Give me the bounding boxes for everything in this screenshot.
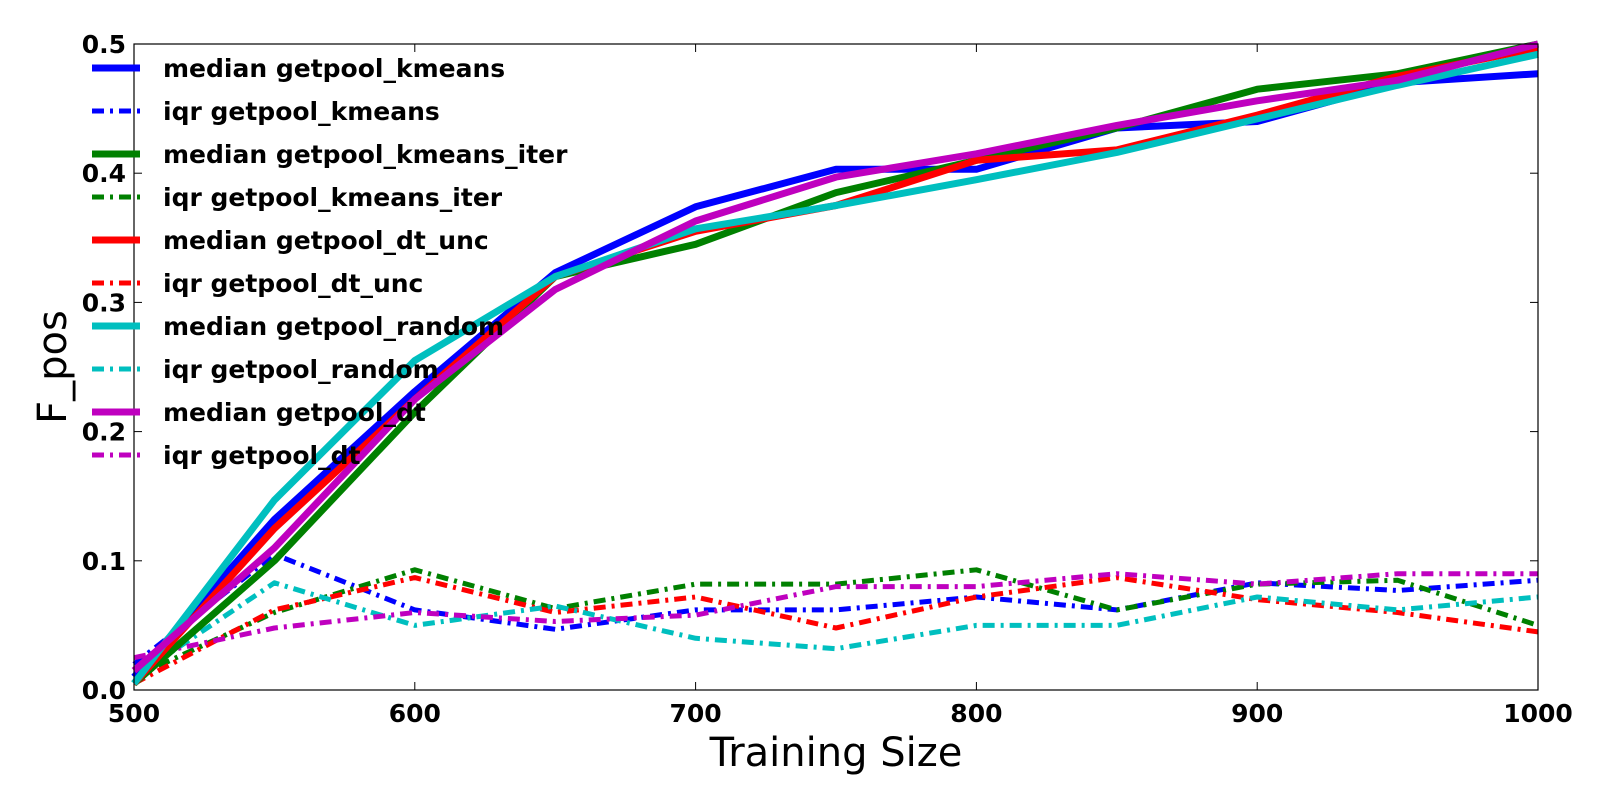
legend-label-4: iqr getpool_kmeans_iter: [163, 183, 503, 212]
x-axis-label: Training Size: [709, 730, 963, 776]
legend-label-6: iqr getpool_dt_unc: [163, 269, 423, 298]
series-line-7: [131, 50, 1539, 686]
x-tick-label: 800: [950, 699, 1002, 728]
legend-label-1: median getpool_kmeans: [163, 54, 505, 83]
legend-label-3: median getpool_kmeans_iter: [163, 140, 568, 169]
y-tick-label: 0.4: [82, 159, 126, 188]
legend-label-2: iqr getpool_kmeans: [163, 97, 440, 126]
y-tick-label: 0.0: [82, 676, 126, 705]
series-line-3: [131, 40, 1539, 687]
x-tick-label: 700: [670, 699, 722, 728]
series-line-10: [133, 571, 1538, 661]
tick-labels: 500 600 700 800 900 1000 0.0 0.1 0.2 0.3 0.4 0.5: [82, 30, 1573, 728]
y-tick-label: 0.2: [82, 418, 126, 447]
plot-lines: [131, 40, 1539, 687]
x-tick-label: 500: [108, 699, 160, 728]
ticks: [133, 43, 1539, 691]
legend-label-10: iqr getpool_dt: [163, 441, 361, 470]
x-tick-label: 900: [1231, 699, 1283, 728]
y-tick-label: 0.1: [82, 547, 126, 576]
y-axis-label: F_pos: [30, 310, 76, 424]
y-tick-label: 0.5: [82, 30, 126, 59]
legend-label-8: iqr getpool_random: [163, 355, 439, 384]
y-tick-label: 0.3: [82, 288, 126, 317]
legend-label-9: median getpool_dt: [163, 398, 426, 427]
series-line-6: [132, 575, 1539, 686]
plot-frame: [133, 43, 1539, 691]
x-tick-label: 1000: [1503, 699, 1573, 728]
series-line-2: [132, 551, 1539, 667]
series-line-9: [131, 40, 1539, 674]
series-line-8: [132, 580, 1539, 680]
legend-label-7: median getpool_random: [163, 312, 504, 341]
x-tick-label: 600: [389, 699, 441, 728]
legend-label-5: median getpool_dt_unc: [163, 226, 489, 255]
